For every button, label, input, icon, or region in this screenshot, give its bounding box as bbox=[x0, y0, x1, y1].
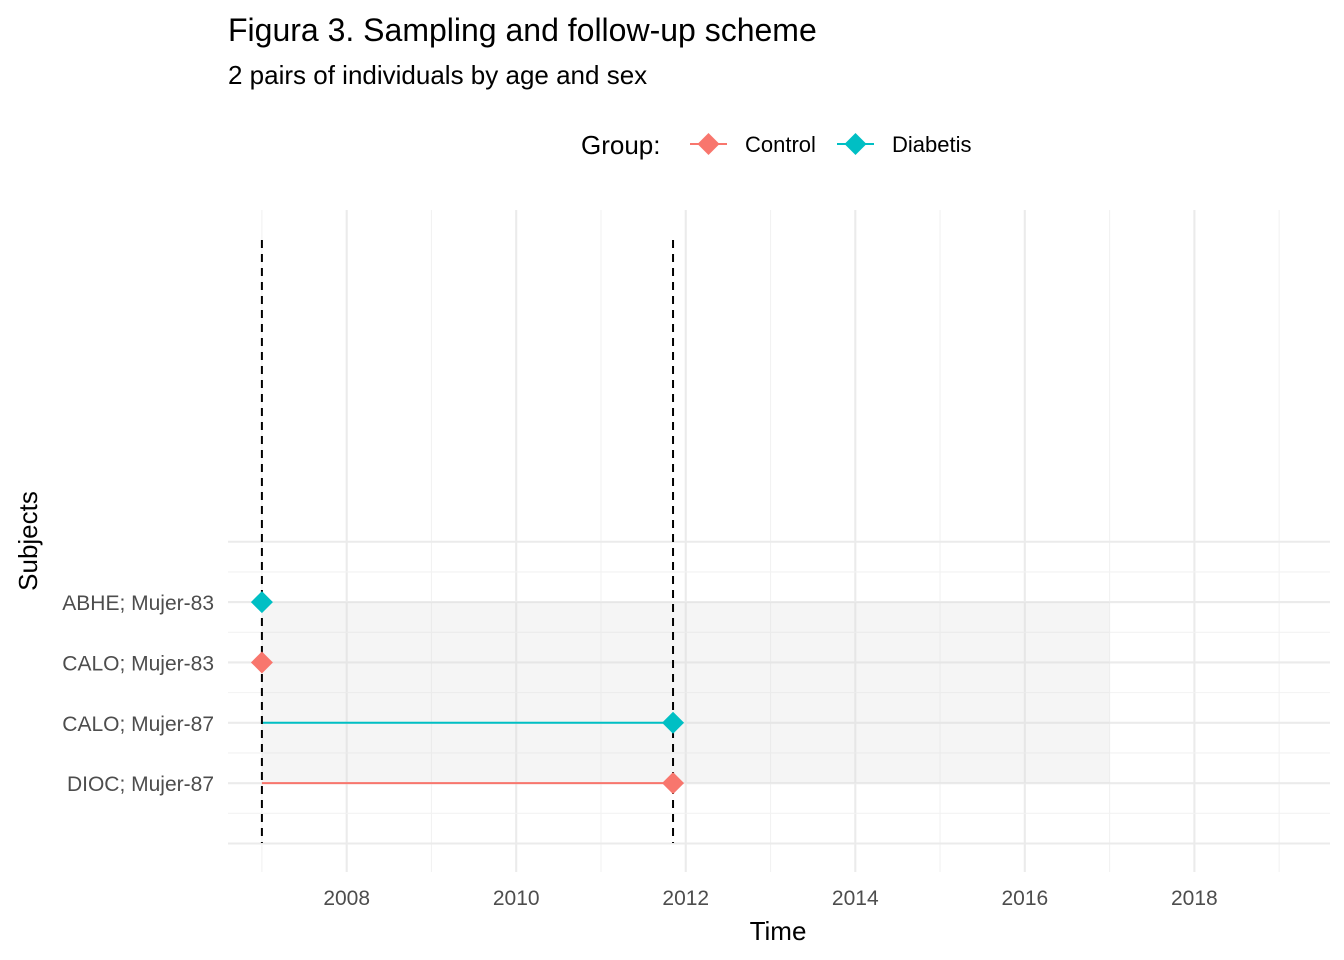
y-axis-title: Subjects bbox=[13, 491, 43, 591]
x-tick-label: 2010 bbox=[493, 887, 540, 910]
y-tick-label: CALO; Mujer-87 bbox=[62, 713, 214, 736]
data-point bbox=[250, 651, 273, 674]
x-tick-label: 2012 bbox=[662, 887, 709, 910]
chart-subtitle: 2 pairs of individuals by age and sex bbox=[228, 60, 647, 90]
legend-label: Diabetis bbox=[892, 132, 971, 157]
legend-title: Group: bbox=[581, 130, 661, 160]
legend-key-marker bbox=[844, 133, 867, 155]
chart-title: Figura 3. Sampling and follow-up scheme bbox=[228, 12, 817, 48]
x-axis-ticks: 2008 2010 2012 2014 2016 2018 bbox=[323, 887, 1217, 910]
grid bbox=[228, 210, 1330, 872]
x-tick-label: 2008 bbox=[323, 887, 370, 910]
x-tick-label: 2018 bbox=[1171, 887, 1218, 910]
x-tick-label: 2016 bbox=[1001, 887, 1048, 910]
follow-up-shade bbox=[261, 602, 1110, 784]
follow-up-segments bbox=[261, 721, 674, 785]
reference-lines bbox=[260, 240, 675, 843]
legend-label: Control bbox=[745, 132, 816, 157]
x-axis-title: Time bbox=[750, 916, 807, 946]
shaded-region bbox=[261, 602, 1110, 784]
data-point bbox=[662, 772, 685, 795]
y-tick-label: ABHE; Mujer-83 bbox=[62, 592, 214, 615]
y-tick-label: CALO; Mujer-83 bbox=[62, 652, 214, 675]
y-axis-ticks: DIOC; Mujer-87 CALO; Mujer-87 CALO; Mujer-… bbox=[62, 592, 214, 796]
legend-key-marker bbox=[697, 133, 720, 155]
data-point bbox=[662, 711, 685, 734]
x-tick-label: 2014 bbox=[832, 887, 879, 910]
data-points bbox=[250, 591, 685, 795]
y-tick-label: DIOC; Mujer-87 bbox=[67, 773, 214, 796]
data-point bbox=[250, 591, 273, 614]
legend: Group: Control Diabetis bbox=[581, 130, 971, 160]
